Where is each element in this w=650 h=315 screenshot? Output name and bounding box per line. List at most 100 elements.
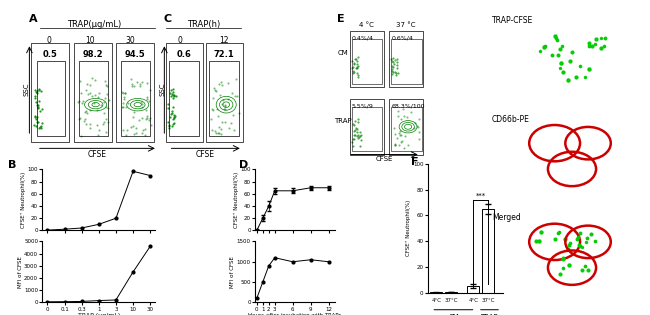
Text: 10μm: 10μm bbox=[608, 284, 629, 290]
Point bbox=[102, 92, 112, 97]
Point bbox=[398, 146, 409, 151]
Point bbox=[99, 78, 110, 83]
Point bbox=[395, 133, 406, 138]
Point bbox=[215, 93, 226, 98]
Point bbox=[351, 66, 361, 71]
Point bbox=[211, 89, 222, 94]
Bar bbox=[467, 286, 479, 293]
Text: 10μm: 10μm bbox=[608, 86, 629, 92]
Point bbox=[386, 67, 396, 72]
Point bbox=[208, 108, 218, 113]
Point bbox=[31, 120, 42, 125]
Text: 12: 12 bbox=[219, 36, 228, 45]
Text: 0.6%/4: 0.6%/4 bbox=[391, 36, 413, 41]
Point bbox=[389, 142, 400, 147]
Point bbox=[353, 119, 363, 124]
Point bbox=[75, 116, 85, 121]
Point bbox=[117, 89, 127, 94]
Text: 0: 0 bbox=[177, 36, 183, 45]
Point bbox=[347, 137, 358, 142]
Bar bbox=[445, 292, 458, 293]
Text: TRAP: TRAP bbox=[334, 117, 352, 123]
Point bbox=[84, 122, 95, 127]
Point bbox=[402, 142, 413, 147]
Point bbox=[168, 93, 178, 98]
Point bbox=[206, 117, 216, 122]
Text: 4 °C: 4 °C bbox=[359, 22, 374, 28]
Point bbox=[349, 62, 359, 67]
Text: B: B bbox=[8, 160, 17, 170]
Point bbox=[80, 110, 90, 115]
Text: SSC: SSC bbox=[160, 83, 166, 96]
Point bbox=[386, 57, 396, 62]
Point bbox=[351, 126, 361, 131]
Point bbox=[129, 109, 139, 114]
Point bbox=[29, 114, 40, 119]
Point bbox=[116, 105, 127, 110]
Point bbox=[587, 43, 597, 48]
Point bbox=[220, 119, 231, 124]
Point bbox=[164, 123, 174, 129]
Point bbox=[214, 124, 224, 129]
Point bbox=[85, 82, 96, 87]
Point bbox=[214, 130, 224, 135]
Point bbox=[34, 125, 44, 130]
Bar bbox=[482, 209, 495, 293]
Point bbox=[395, 128, 406, 133]
Point bbox=[391, 136, 402, 141]
Point bbox=[557, 43, 567, 48]
Point bbox=[136, 130, 147, 135]
Point bbox=[413, 129, 424, 134]
Text: 5.5%/9: 5.5%/9 bbox=[352, 104, 374, 109]
Point bbox=[580, 240, 591, 245]
Point bbox=[220, 106, 231, 112]
Point bbox=[582, 236, 592, 241]
Point bbox=[414, 117, 424, 122]
Point bbox=[166, 93, 176, 98]
FancyBboxPatch shape bbox=[389, 99, 423, 155]
Point bbox=[577, 267, 587, 272]
Point bbox=[79, 119, 89, 124]
Point bbox=[414, 137, 424, 142]
Point bbox=[580, 264, 591, 269]
Point bbox=[103, 98, 114, 103]
Point bbox=[162, 106, 173, 111]
Point bbox=[558, 265, 569, 270]
Point bbox=[227, 91, 237, 96]
Point bbox=[136, 101, 147, 106]
Point bbox=[352, 72, 363, 77]
Point bbox=[348, 121, 358, 126]
Point bbox=[354, 135, 364, 140]
Point bbox=[564, 262, 574, 267]
Point bbox=[86, 93, 97, 98]
Point bbox=[410, 121, 421, 126]
Point bbox=[555, 47, 566, 52]
Point bbox=[350, 118, 360, 123]
Point bbox=[540, 44, 551, 49]
Y-axis label: CFSE⁺ Neutrophil(%): CFSE⁺ Neutrophil(%) bbox=[21, 172, 26, 228]
Point bbox=[169, 114, 179, 119]
Point bbox=[101, 117, 111, 122]
Text: 30: 30 bbox=[125, 36, 135, 45]
Point bbox=[35, 89, 46, 94]
Point bbox=[142, 113, 153, 118]
Point bbox=[34, 87, 44, 92]
Point bbox=[36, 123, 46, 128]
Point bbox=[536, 229, 547, 234]
Point bbox=[34, 99, 44, 104]
Point bbox=[164, 115, 175, 120]
Point bbox=[355, 129, 365, 134]
Point bbox=[162, 119, 173, 124]
Point bbox=[137, 79, 148, 84]
Point bbox=[352, 65, 362, 70]
Point bbox=[393, 70, 403, 75]
FancyBboxPatch shape bbox=[116, 43, 153, 142]
Point bbox=[32, 90, 42, 95]
Point bbox=[232, 93, 242, 98]
Point bbox=[353, 63, 363, 68]
Point bbox=[347, 65, 358, 70]
Point bbox=[168, 115, 179, 120]
Point bbox=[32, 102, 42, 107]
Point bbox=[127, 124, 138, 129]
Point bbox=[128, 114, 138, 119]
